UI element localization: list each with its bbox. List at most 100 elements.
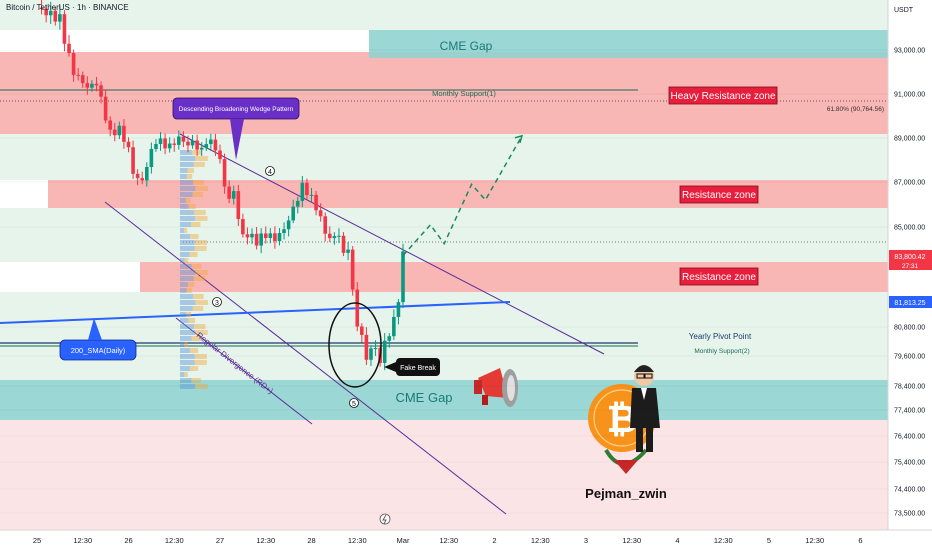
candle-body [135, 173, 140, 179]
x-tick-label: 12:30 [531, 536, 550, 545]
fake-break-circle [328, 302, 382, 388]
fake-break-label: Fake Break [400, 365, 436, 372]
volume-bar [192, 306, 204, 311]
candle-body [332, 236, 337, 239]
y-tick-label: 75,400.00 [894, 460, 925, 467]
volume-bar [194, 360, 207, 365]
volume-bar [180, 186, 196, 191]
candle-body [250, 233, 254, 238]
candle-body [122, 125, 126, 142]
x-tick-label: 12:30 [714, 536, 733, 545]
candle-body [204, 144, 209, 148]
y-tick-label: 76,400.00 [894, 434, 925, 441]
symbol-header: Bitcoin / TetherUS · 1h · BINANCE [6, 3, 129, 12]
candle-body [263, 233, 268, 239]
resistance-lower-tag: Resistance zone [679, 267, 759, 286]
volume-bar [180, 366, 190, 371]
volume-bar [194, 246, 207, 251]
candle-body [241, 219, 245, 235]
candle-body [58, 14, 62, 22]
candle-body [231, 191, 236, 199]
volume-bar [180, 324, 194, 329]
volume-bar [180, 378, 192, 383]
fake-break-callout: Fake Break [384, 358, 440, 376]
volume-bar [180, 372, 185, 377]
candle-body [295, 200, 300, 207]
candle-body [181, 136, 186, 142]
candle-body [218, 150, 222, 160]
resistance-zone-lower-band [140, 262, 888, 292]
volume-bar [180, 234, 191, 239]
volume-bar [186, 174, 193, 179]
candle-body [85, 83, 90, 88]
cme-gap-bottom-zone [0, 380, 888, 420]
volume-bar [188, 204, 196, 209]
projection-arrowhead [514, 134, 524, 144]
x-tick-label: Mar [397, 536, 410, 545]
candle-body [163, 138, 167, 149]
candle-body [309, 194, 314, 196]
candle-body [373, 348, 378, 350]
time-axis[interactable]: 25 12:30 26 12:30 27 12:30 28 12:30 Mar 12:30 2 12:… [0, 529, 932, 550]
volume-bar [193, 324, 206, 329]
candle-body [186, 141, 190, 146]
volume-bar [180, 216, 196, 221]
volume-bar [180, 204, 189, 209]
candle-body [382, 340, 387, 363]
candle-body [360, 326, 364, 335]
monthly-support-2-label: Monthly Support(2) [694, 348, 749, 355]
candle-body [103, 96, 108, 121]
price-axis[interactable]: USDT 93,000.00 91,000.00 89,000.00 87,000.0… [0, 0, 932, 530]
megaphone-icon [474, 368, 518, 407]
cme-gap-bottom-label: CME Gap [395, 390, 452, 405]
sma-callout: 200_SMA(Daily) [59, 318, 137, 361]
x-tick-label: 3 [584, 536, 588, 545]
candle-body [108, 120, 112, 130]
volume-bar [180, 150, 192, 155]
author-name: Pejman_zwin [585, 486, 667, 501]
yearly-pivot-label: Yearly Pivot Point [689, 332, 752, 341]
volume-bar [195, 186, 208, 191]
candle-body [71, 53, 76, 75]
volume-bar [189, 366, 199, 371]
volume-bar [195, 300, 208, 305]
volume-bar [180, 174, 187, 179]
x-tick-label: 12:30 [622, 536, 641, 545]
candle-body [396, 302, 401, 317]
candle-body [172, 143, 177, 145]
volume-bar [180, 288, 187, 293]
volume-bar [180, 246, 195, 251]
divergence-line [175, 317, 313, 425]
candle-body [328, 233, 332, 239]
volume-bar [187, 168, 194, 173]
svg-text:81,813.25: 81,813.25 [894, 300, 925, 307]
candle-body [337, 235, 341, 237]
y-tick-label: 77,400.00 [894, 408, 925, 415]
candle-body [44, 8, 48, 16]
volume-bar [193, 276, 206, 281]
volume-bar [184, 258, 189, 263]
wave-3-marker: 3 [212, 297, 222, 307]
monthly-support-1-label: Monthly Support(1) [432, 89, 496, 98]
x-tick-label: 25 [33, 536, 41, 545]
y-tick-label: 79,600.00 [894, 354, 925, 361]
volume-bar [184, 372, 188, 377]
x-tick-label: 6 [858, 536, 862, 545]
wave-5-marker: 5 [349, 398, 359, 408]
x-tick-label: 12:30 [256, 536, 275, 545]
volume-bar [180, 222, 192, 227]
sma-label: 200_SMA(Daily) [71, 346, 126, 355]
wedge-callout: Descending Broadening Wedge Pattern [172, 97, 300, 160]
projection-path [402, 135, 523, 257]
y-tick-label: 74,400.00 [894, 487, 925, 494]
x-tick-label: 26 [124, 536, 132, 545]
y-tick-label: 78,400.00 [894, 384, 925, 391]
candle-body [346, 249, 350, 253]
candle-body [149, 148, 154, 167]
candle-body [286, 220, 291, 230]
volume-bar [180, 156, 196, 161]
candle-body [277, 233, 282, 242]
resistance-zone-upper-band [48, 180, 888, 208]
volume-bar [180, 330, 196, 335]
